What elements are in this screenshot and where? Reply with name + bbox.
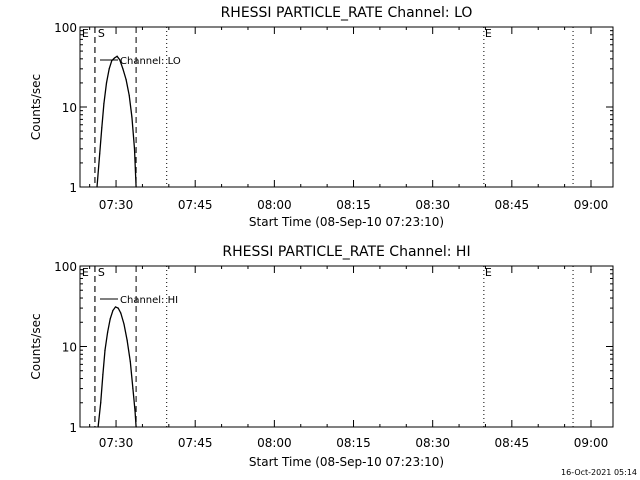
panel-2-x-tick-label: 08:45	[495, 436, 530, 450]
panel-1-data-point	[125, 79, 127, 81]
panel-2-x-axis-label: Start Time (08-Sep-10 07:23:10)	[249, 455, 444, 469]
panel-1-marker-label-s: S	[98, 27, 105, 40]
panel-1-x-tick-label: 08:30	[415, 198, 450, 212]
panel-2-y-axis-label: Counts/sec	[29, 313, 43, 379]
panel-1-y-tick-label: 100	[54, 21, 77, 35]
panel-2-y-tick-label: 1	[69, 421, 77, 435]
panel-2-marker-label-s: S	[98, 266, 105, 279]
panel-2-data-point	[123, 323, 125, 325]
panel-2-series-line	[97, 306, 137, 428]
panel-2-data-point	[114, 306, 117, 308]
panel-2-x-tick-label: 07:45	[178, 436, 213, 450]
panel-1-x-tick-label: 07:30	[99, 198, 134, 212]
panel-2-title: RHESSI PARTICLE_RATE Channel: HI	[222, 244, 470, 260]
panel-1-x-tick-label: 07:45	[178, 198, 213, 212]
panel-2-data-point	[126, 339, 128, 341]
panel-1-marker-label-e: E	[82, 27, 89, 40]
panel-1-data-point	[96, 186, 98, 188]
panel-2-x-tick-label: 08:00	[257, 436, 292, 450]
panel-1-data-point	[133, 148, 136, 150]
panel-1-data-point	[99, 153, 101, 155]
panel-2-data-point	[100, 402, 102, 404]
panel-2-legend-label: Channel: HI	[120, 295, 178, 306]
panel-2-data-point	[129, 360, 131, 363]
panel-2-marker-label-e: E	[485, 266, 492, 279]
panel-2-marker-label-e: E	[82, 266, 89, 279]
generation-timestamp: 16-Oct-2021 05:14	[561, 468, 637, 477]
panel-1-data-point	[111, 60, 113, 62]
panel-1-y-axis-label: Counts/sec	[29, 74, 43, 140]
panel-2-x-tick-label: 08:30	[415, 436, 450, 450]
panel-1-data-point	[113, 57, 116, 59]
panel-1-title: RHESSI PARTICLE_RATE Channel: LO	[221, 5, 473, 21]
panel-1-data-point	[116, 55, 118, 57]
panel-2-data-point	[102, 373, 104, 376]
panel-1-x-axis-label: Start Time (08-Sep-10 07:23:10)	[249, 215, 444, 229]
panel-2-x-tick-label: 09:00	[574, 436, 609, 450]
panel-1-x-tick-label: 09:00	[574, 198, 609, 212]
panel-1-y-tick-label: 10	[62, 101, 77, 115]
panel-1-data-point	[119, 59, 121, 61]
panel-2-data-point	[106, 331, 109, 333]
panel-2-data-point	[97, 426, 99, 428]
panel-2-x-tick-label: 08:15	[336, 436, 371, 450]
panel-2-x-tick-label: 07:30	[99, 436, 134, 450]
panel-2-data-point	[104, 349, 106, 351]
panel-1-x-tick-label: 08:45	[495, 198, 530, 212]
panel-1-legend-label: Channel: LO	[120, 56, 181, 67]
panel-2-data-point	[117, 307, 119, 309]
panel-1-y-tick-label: 1	[69, 181, 77, 195]
panel-2-data-point	[134, 409, 136, 412]
panel-2-data-point	[132, 387, 134, 390]
panel-1-x-tick-label: 08:00	[257, 198, 292, 212]
panel-1-data-point	[135, 186, 137, 188]
panel-1-data-point	[128, 94, 130, 96]
panel-2-y-tick-label: 100	[54, 260, 77, 274]
panel-1-data-point	[103, 103, 105, 105]
panel-1-data-point	[108, 68, 110, 70]
panel-1-data-point	[131, 116, 133, 118]
panel-1-data-point	[105, 82, 108, 84]
panel-2-data-point	[112, 309, 114, 312]
panel-2-data-point	[120, 312, 122, 314]
panel-1-data-point	[101, 127, 103, 129]
panel-2-data-point	[109, 318, 111, 320]
panel-1-data-point	[122, 68, 124, 70]
panel-1-x-tick-label: 08:15	[336, 198, 371, 212]
panel-1-marker-label-e: E	[485, 27, 492, 40]
panel-2-y-tick-label: 10	[62, 341, 77, 355]
panel-2-data-point	[135, 426, 137, 428]
panel-1-series-line	[96, 55, 137, 188]
